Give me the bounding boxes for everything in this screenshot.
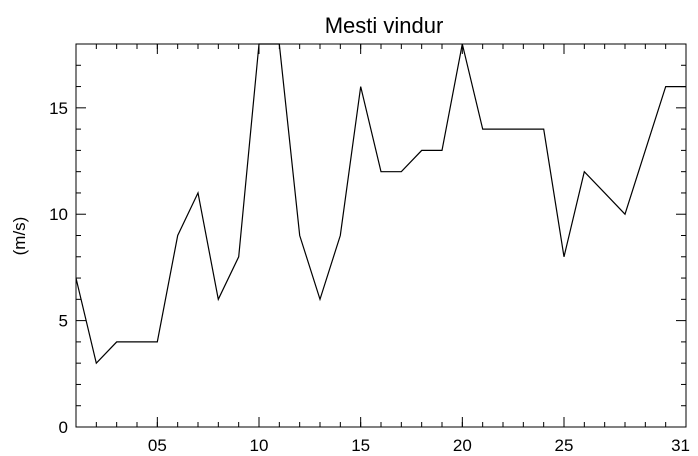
x-tick-label: 10 [250,436,269,455]
axis-ticks [76,44,687,428]
x-tick-label: 31 [671,436,690,455]
y-tick-label: 0 [59,418,68,437]
x-tick-label: 20 [453,436,472,455]
data-series [75,43,686,365]
series-line [75,43,686,365]
plot-frame [75,43,687,428]
y-axis-label: (m/s) [10,217,29,256]
y-tick-label: 5 [59,312,68,331]
x-tick-label: 05 [148,436,167,455]
y-tick-label: 10 [49,205,68,224]
x-tick-label: 25 [555,436,574,455]
y-tick-label: 15 [49,99,68,118]
x-tick-label: 15 [351,436,370,455]
chart-title: Mesti vindur [325,13,444,38]
